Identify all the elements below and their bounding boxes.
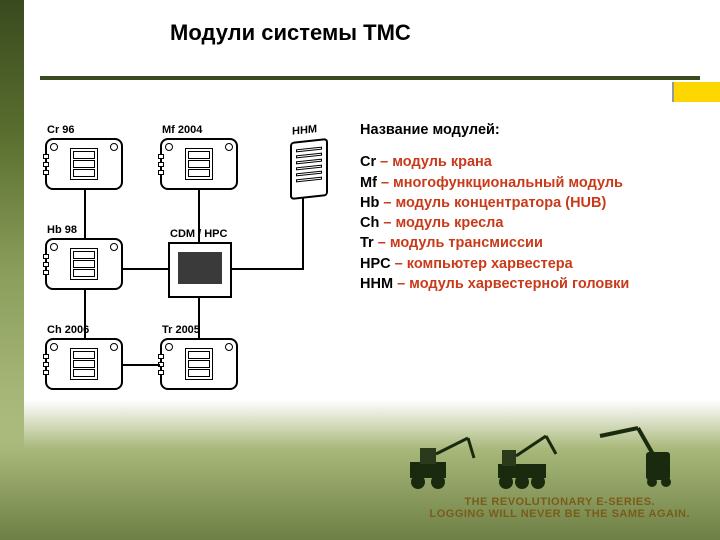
legend-desc: – модуль кресла — [383, 215, 503, 231]
legend-item: HHM – модуль харвестерной головки — [360, 274, 710, 294]
harvester-head-icon — [590, 426, 680, 490]
legend-heading: Название модулей: — [360, 120, 710, 140]
wire — [302, 198, 304, 270]
legend-desc: – модуль крана — [380, 154, 492, 170]
legend-code: Cr — [360, 154, 376, 170]
module-cr: Cr 96 — [45, 138, 123, 190]
module-tr: Tr 2005 — [160, 338, 238, 390]
wire — [123, 364, 160, 366]
wire — [198, 298, 200, 338]
module-label: HHM — [292, 123, 317, 138]
legend-code: HHM — [360, 276, 393, 292]
wire — [232, 268, 302, 270]
legend-code: Mf — [360, 175, 377, 191]
wire — [198, 190, 200, 242]
forwarder-icon — [490, 430, 570, 490]
content-area: Cr 96 Mf 2004 Hb 98 Ch 2006 Tr 2005 — [40, 120, 710, 440]
legend-item: Mf – многофункциональный модуль — [360, 173, 710, 193]
legend-block: Название модулей: Cr – модуль крана Mf –… — [350, 120, 710, 440]
legend-desc: – модуль трансмиссии — [378, 235, 543, 251]
legend-desc: – компьютер харвестера — [395, 256, 573, 272]
footer-line2: LOGGING WILL NEVER BE THE SAME AGAIN. — [429, 508, 690, 520]
module-hhm: HHM — [290, 138, 328, 200]
legend-desc: – модуль концентратора (HUB) — [383, 195, 606, 211]
title-underline — [40, 76, 700, 80]
system-diagram: Cr 96 Mf 2004 Hb 98 Ch 2006 Tr 2005 — [40, 120, 350, 420]
wire — [84, 190, 86, 238]
legend-item: Tr – модуль трансмиссии — [360, 233, 710, 253]
module-label: Hb 98 — [47, 224, 77, 236]
module-label: Cr 96 — [47, 124, 75, 136]
module-label: Tr 2005 — [162, 324, 200, 336]
module-ch: Ch 2006 — [45, 338, 123, 390]
wire — [84, 290, 86, 338]
harvester-icon — [400, 430, 480, 490]
legend-code: HPC — [360, 256, 391, 272]
footer-line1: THE REVOLUTIONARY E-SERIES. — [429, 496, 690, 508]
legend-code: Hb — [360, 195, 379, 211]
legend-item: Cr – модуль крана — [360, 152, 710, 172]
wire — [123, 268, 168, 270]
module-hb: Hb 98 — [45, 238, 123, 290]
module-label: Ch 2006 — [47, 324, 89, 336]
legend-desc: – многофункциональный модуль — [381, 175, 623, 191]
module-hpc: CDM / HPC — [168, 242, 232, 298]
module-label: Mf 2004 — [162, 124, 202, 136]
page-title: Модули системы TMC — [40, 20, 700, 46]
module-mf: Mf 2004 — [160, 138, 238, 190]
footer-tagline: THE REVOLUTIONARY E-SERIES. LOGGING WILL… — [429, 496, 690, 520]
accent-yellow-block — [672, 82, 720, 102]
legend-code: Ch — [360, 215, 379, 231]
title-area: Модули системы TMC — [40, 20, 700, 80]
forestry-machines-graphic — [400, 420, 700, 490]
legend-code: Tr — [360, 235, 374, 251]
legend-item: HPC – компьютер харвестера — [360, 254, 710, 274]
legend-item: Ch – модуль кресла — [360, 213, 710, 233]
legend-item: Hb – модуль концентратора (HUB) — [360, 193, 710, 213]
legend-desc: – модуль харвестерной головки — [397, 276, 629, 292]
